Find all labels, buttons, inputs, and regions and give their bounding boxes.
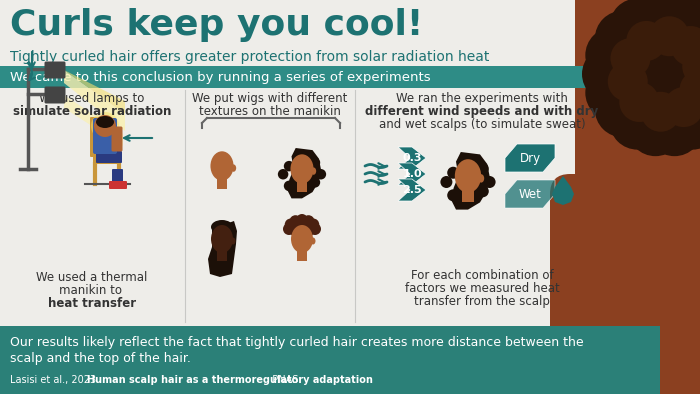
Circle shape — [610, 94, 666, 150]
Circle shape — [278, 169, 288, 180]
Ellipse shape — [622, 153, 638, 175]
Circle shape — [647, 0, 700, 48]
FancyBboxPatch shape — [111, 126, 122, 152]
Circle shape — [300, 183, 311, 194]
Circle shape — [458, 160, 470, 172]
Circle shape — [582, 46, 638, 102]
Polygon shape — [287, 148, 321, 199]
Text: Curls keep you cool!: Curls keep you cool! — [10, 8, 424, 42]
Ellipse shape — [96, 116, 114, 128]
Circle shape — [650, 16, 690, 56]
Text: 0.3: 0.3 — [402, 153, 421, 163]
Circle shape — [620, 82, 659, 122]
Text: 1.0: 1.0 — [402, 169, 422, 179]
FancyBboxPatch shape — [109, 181, 127, 189]
Circle shape — [595, 81, 651, 138]
Circle shape — [309, 157, 320, 168]
Polygon shape — [64, 70, 125, 131]
Circle shape — [296, 214, 308, 226]
Circle shape — [692, 46, 700, 102]
Ellipse shape — [211, 151, 234, 181]
Circle shape — [627, 100, 683, 156]
FancyBboxPatch shape — [575, 0, 700, 299]
Text: Lasisi et al., 2023: Lasisi et al., 2023 — [10, 375, 102, 385]
Circle shape — [610, 0, 666, 54]
Polygon shape — [398, 147, 426, 169]
Ellipse shape — [311, 238, 316, 245]
Circle shape — [626, 21, 666, 61]
FancyBboxPatch shape — [45, 61, 66, 78]
Circle shape — [466, 156, 478, 168]
Circle shape — [682, 46, 700, 86]
Circle shape — [627, 0, 683, 48]
Circle shape — [440, 176, 452, 188]
FancyBboxPatch shape — [93, 118, 117, 154]
Circle shape — [640, 92, 680, 132]
Circle shape — [285, 219, 297, 230]
Circle shape — [290, 215, 302, 227]
Text: Wet: Wet — [519, 188, 541, 201]
Text: heat transfer: heat transfer — [48, 297, 136, 310]
Ellipse shape — [605, 199, 675, 279]
Text: We used a thermal: We used a thermal — [36, 271, 148, 284]
Text: manikin to: manikin to — [59, 284, 125, 297]
Circle shape — [466, 192, 478, 204]
FancyBboxPatch shape — [96, 151, 122, 163]
Text: scalp and the top of the hair.: scalp and the top of the hair. — [10, 352, 191, 365]
Text: simulate solar radiation: simulate solar radiation — [13, 105, 172, 118]
Text: and wet scalps (to simulate sweat): and wet scalps (to simulate sweat) — [379, 118, 585, 131]
Circle shape — [94, 115, 116, 137]
Ellipse shape — [455, 159, 481, 193]
Circle shape — [679, 81, 700, 138]
Circle shape — [585, 65, 641, 121]
Text: We put wigs with different: We put wigs with different — [193, 92, 348, 105]
Ellipse shape — [311, 167, 316, 175]
Circle shape — [447, 167, 459, 179]
Polygon shape — [452, 152, 489, 210]
FancyBboxPatch shape — [0, 326, 660, 394]
Circle shape — [664, 94, 700, 150]
Text: We ran the experiments with: We ran the experiments with — [396, 92, 568, 105]
FancyBboxPatch shape — [297, 251, 307, 261]
Text: For each combination of: For each combination of — [411, 269, 553, 282]
Polygon shape — [505, 144, 555, 172]
Ellipse shape — [231, 164, 236, 172]
Circle shape — [484, 176, 496, 188]
Polygon shape — [505, 180, 555, 208]
Polygon shape — [64, 70, 125, 114]
Circle shape — [293, 187, 304, 197]
Text: Tightly curled hair offers greater protection from solar radiation heat: Tightly curled hair offers greater prote… — [10, 50, 489, 64]
Ellipse shape — [600, 19, 700, 129]
Circle shape — [689, 65, 700, 121]
Text: Dry: Dry — [519, 152, 540, 165]
Circle shape — [664, 0, 700, 54]
Circle shape — [671, 26, 700, 66]
Ellipse shape — [211, 225, 233, 253]
Circle shape — [309, 223, 321, 235]
Polygon shape — [552, 176, 574, 205]
Text: factors we measured heat: factors we measured heat — [405, 282, 559, 295]
Text: Human scalp hair as a thermoregulatory adaptation: Human scalp hair as a thermoregulatory a… — [87, 375, 372, 385]
Ellipse shape — [291, 225, 313, 253]
Circle shape — [679, 11, 700, 67]
FancyBboxPatch shape — [462, 190, 474, 203]
Circle shape — [595, 11, 651, 67]
Ellipse shape — [290, 154, 314, 184]
Circle shape — [300, 151, 311, 162]
Circle shape — [477, 163, 489, 175]
Circle shape — [610, 38, 650, 78]
Text: transfer from the scalp: transfer from the scalp — [414, 295, 550, 308]
Circle shape — [293, 155, 304, 165]
Text: Our results likely reflect the fact that tightly curled hair creates more distan: Our results likely reflect the fact that… — [10, 336, 584, 349]
FancyBboxPatch shape — [297, 182, 307, 192]
Text: textures on the manikin: textures on the manikin — [199, 105, 341, 118]
FancyBboxPatch shape — [93, 156, 121, 164]
Circle shape — [689, 27, 700, 83]
Text: PNAS: PNAS — [265, 375, 298, 385]
Circle shape — [316, 169, 326, 180]
Text: different wind speeds and with dry: different wind speeds and with dry — [365, 105, 598, 118]
Circle shape — [447, 189, 459, 201]
Circle shape — [608, 61, 648, 102]
Ellipse shape — [230, 238, 235, 245]
